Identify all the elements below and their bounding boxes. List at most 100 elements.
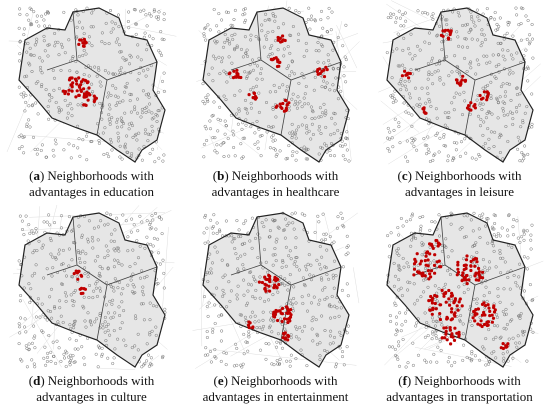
neighborhood-dot	[458, 72, 462, 76]
advantage-dot	[460, 273, 464, 277]
neighborhood-dot	[253, 236, 258, 240]
neighborhood-dot	[119, 71, 123, 75]
neighborhood-dot	[83, 260, 87, 264]
advantage-dot	[465, 254, 469, 258]
neighborhood-dot	[250, 246, 254, 250]
neighborhood-dot	[311, 132, 315, 137]
neighborhood-dot	[475, 297, 479, 301]
neighborhood-dot	[227, 55, 231, 59]
neighborhood-dot	[201, 82, 205, 86]
neighborhood-dot	[492, 144, 496, 149]
neighborhood-dot	[495, 235, 499, 239]
neighborhood-dot	[339, 306, 343, 310]
neighborhood-dot	[345, 148, 349, 152]
bracket: )	[223, 373, 228, 388]
neighborhood-dot	[524, 14, 528, 18]
neighborhood-dot	[208, 252, 212, 256]
neighborhood-dot	[231, 129, 235, 133]
neighborhood-dot	[496, 116, 500, 120]
neighborhood-dot	[522, 238, 526, 242]
neighborhood-dot	[42, 34, 46, 38]
neighborhood-dot	[325, 81, 329, 85]
neighborhood-dot	[52, 305, 57, 309]
neighborhood-dot	[492, 249, 496, 253]
neighborhood-dot	[238, 313, 242, 317]
bracket: )	[407, 168, 412, 183]
neighborhood-dot	[30, 229, 34, 233]
neighborhood-dot	[407, 79, 411, 83]
neighborhood-dot	[112, 258, 117, 262]
neighborhood-dot	[309, 137, 313, 141]
advantage-dot	[281, 34, 285, 38]
neighborhood-dot	[86, 237, 90, 241]
neighborhood-dot	[233, 32, 237, 36]
neighborhood-dot	[406, 288, 410, 292]
neighborhood-dot	[140, 269, 144, 273]
neighborhood-dot	[286, 45, 290, 49]
neighborhood-dot	[91, 246, 95, 250]
neighborhood-dot	[515, 284, 519, 288]
neighborhood-dot	[253, 131, 257, 135]
neighborhood-dot	[477, 63, 481, 67]
neighborhood-dot	[49, 350, 53, 354]
advantage-dot	[70, 89, 74, 93]
neighborhood-dot	[111, 285, 115, 290]
neighborhood-dot	[434, 334, 438, 338]
advantage-dot	[467, 107, 471, 111]
neighborhood-dot	[429, 59, 434, 63]
neighborhood-dot	[396, 247, 400, 251]
neighborhood-dot	[410, 238, 414, 242]
neighborhood-dot	[420, 86, 424, 90]
neighborhood-dot	[406, 47, 411, 51]
neighborhood-dot	[442, 135, 446, 139]
neighborhood-dot	[398, 311, 402, 315]
advantage-dot	[429, 269, 434, 273]
neighborhood-dot	[75, 25, 79, 29]
neighborhood-dot	[151, 244, 155, 248]
neighborhood-dot	[450, 101, 454, 105]
neighborhood-dot	[134, 32, 138, 36]
advantage-dot	[75, 89, 79, 93]
neighborhood-dot	[317, 128, 321, 132]
neighborhood-dot	[442, 143, 446, 148]
neighborhood-dot	[147, 95, 151, 99]
neighborhood-dot	[51, 354, 56, 358]
neighborhood-dot	[77, 224, 81, 228]
advantage-dot	[431, 306, 435, 310]
neighborhood-dot	[487, 328, 491, 332]
neighborhood-dot	[328, 235, 332, 239]
neighborhood-dot	[526, 65, 530, 69]
neighborhood-dot	[98, 264, 102, 269]
neighborhood-dot	[519, 312, 523, 316]
neighborhood-dot	[241, 13, 245, 17]
neighborhood-dot	[329, 329, 333, 333]
neighborhood-dot	[483, 38, 488, 42]
neighborhood-dot	[148, 242, 153, 246]
caption-text: Neighborhoods with	[414, 168, 522, 183]
neighborhood-dot	[453, 360, 457, 364]
neighborhood-dot	[28, 300, 32, 305]
neighborhood-dot	[62, 352, 66, 356]
advantage-dot	[473, 274, 477, 278]
neighborhood-dot	[115, 246, 119, 250]
neighborhood-dot	[411, 363, 415, 367]
advantage-dot	[75, 271, 79, 275]
neighborhood-dot	[389, 15, 393, 19]
neighborhood-dot	[221, 288, 225, 292]
neighborhood-dot	[127, 62, 132, 66]
advantage-dot	[289, 308, 293, 312]
neighborhood-dot	[246, 71, 250, 75]
neighborhood-dot	[342, 65, 346, 69]
neighborhood-dot	[204, 95, 208, 99]
neighborhood-dot	[126, 19, 130, 24]
neighborhood-dot	[443, 123, 447, 127]
neighborhood-dot	[327, 6, 331, 10]
neighborhood-dot	[412, 234, 416, 239]
neighborhood-dot	[135, 138, 139, 142]
neighborhood-dot	[493, 221, 497, 226]
neighborhood-dot	[244, 340, 248, 344]
neighborhood-dot	[428, 159, 432, 164]
advantage-dot	[318, 71, 322, 76]
neighborhood-dot	[522, 229, 526, 233]
neighborhood-dot	[273, 253, 277, 257]
